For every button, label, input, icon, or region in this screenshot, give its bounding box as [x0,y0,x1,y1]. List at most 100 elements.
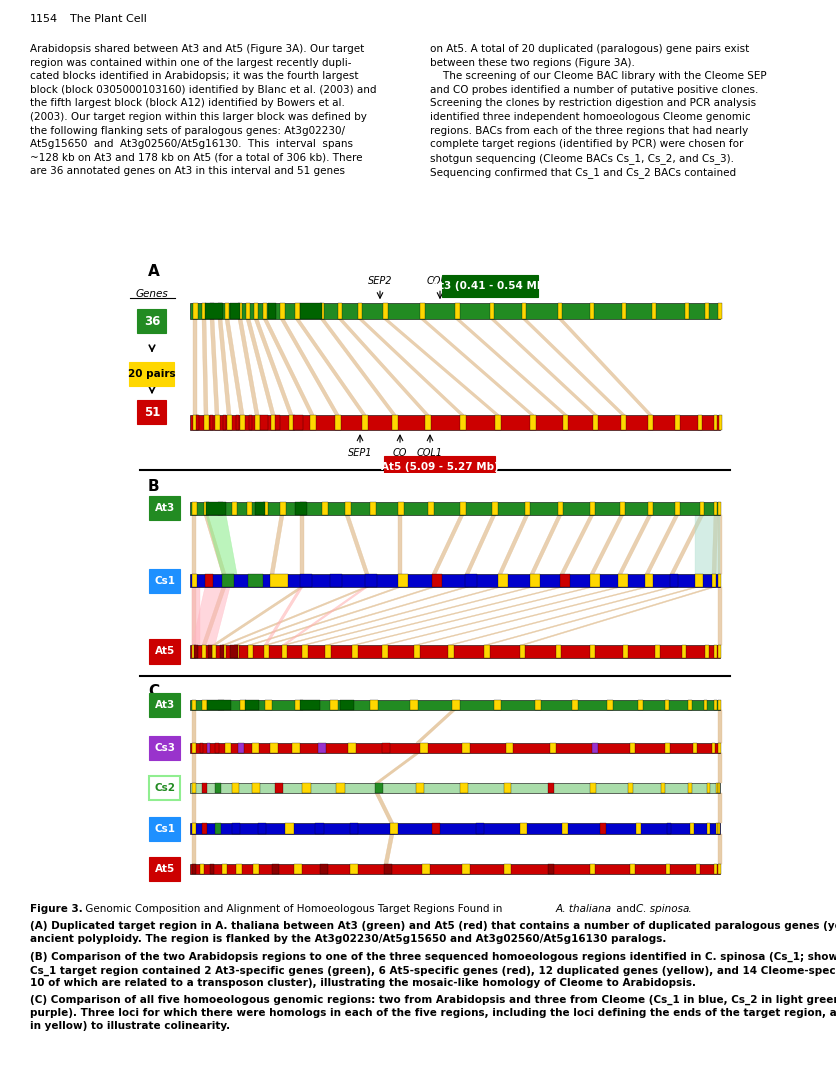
Text: At5: At5 [155,647,175,657]
Bar [255,415,260,429]
Bar [200,864,204,874]
Text: Cs3: Cs3 [155,742,176,752]
Bar [191,864,196,874]
Bar [319,864,328,874]
Bar [191,646,196,658]
Bar [555,646,560,658]
Bar [237,303,242,318]
Bar [236,415,239,429]
Bar [706,824,709,834]
Bar [272,864,278,874]
Polygon shape [522,318,624,415]
Polygon shape [280,318,339,415]
Polygon shape [204,514,226,574]
Bar [245,700,258,710]
Bar [381,646,388,658]
Bar [190,783,719,794]
Bar [620,415,625,429]
Bar [252,742,258,752]
Bar [217,502,222,514]
Polygon shape [489,318,596,415]
Bar [225,742,231,752]
Bar [210,415,212,429]
Text: (A) Duplicated target region in A. thaliana between At3 (green) and At5 (red) th: (A) Duplicated target region in A. thali… [30,921,836,944]
Bar [492,502,497,514]
Bar [534,700,540,710]
FancyBboxPatch shape [150,569,181,592]
Bar [460,502,466,514]
Polygon shape [324,587,563,646]
Bar [319,303,324,318]
Bar [589,502,594,514]
Bar [335,783,344,794]
Bar [217,303,222,318]
Bar [706,783,709,794]
Polygon shape [319,318,395,415]
Polygon shape [519,587,715,646]
Polygon shape [431,514,463,574]
Bar [687,700,691,710]
Bar [421,864,430,874]
FancyBboxPatch shape [150,857,181,880]
Polygon shape [398,514,401,574]
Bar [190,824,719,834]
Bar [339,700,354,710]
Bar [559,574,569,587]
Polygon shape [201,318,208,415]
Bar [529,574,539,587]
Polygon shape [344,514,369,574]
Polygon shape [191,587,200,646]
Bar [414,646,420,658]
Polygon shape [338,318,429,415]
Bar [717,742,720,752]
FancyBboxPatch shape [384,455,495,477]
Bar [234,646,239,658]
Bar [717,646,720,658]
Polygon shape [201,587,226,646]
Bar [455,303,460,318]
Text: 1154: 1154 [30,14,58,24]
Bar [252,864,258,874]
Polygon shape [415,710,456,742]
Bar [318,742,325,752]
Bar [447,646,453,658]
Bar [717,783,719,794]
Bar [627,783,632,794]
Polygon shape [414,587,648,646]
Bar [647,415,652,429]
Bar [561,824,568,834]
Text: Cs1: Cs1 [155,824,176,834]
Bar [240,700,246,710]
Bar [703,700,706,710]
Bar [201,783,206,794]
Bar [299,303,322,318]
Bar [215,415,220,429]
Bar [194,646,198,658]
Polygon shape [212,587,303,646]
Bar [201,303,206,318]
Text: CO: CO [392,448,406,458]
Bar [717,864,720,874]
Bar [713,646,716,658]
Bar [294,303,299,318]
Text: Cs1: Cs1 [155,575,176,586]
Bar [314,824,324,834]
Polygon shape [299,514,303,574]
Bar [268,303,276,318]
Bar [630,864,635,874]
Bar [617,574,627,587]
FancyBboxPatch shape [150,736,181,760]
Bar [299,700,319,710]
Bar [717,574,720,587]
Bar [361,415,368,429]
Bar [606,700,612,710]
Bar [260,415,268,429]
FancyBboxPatch shape [150,497,181,521]
Bar [548,783,553,794]
Bar [206,502,226,514]
Bar [190,502,719,514]
Bar [222,415,226,429]
Bar [589,783,595,794]
Bar [349,864,358,874]
Bar [191,700,196,710]
